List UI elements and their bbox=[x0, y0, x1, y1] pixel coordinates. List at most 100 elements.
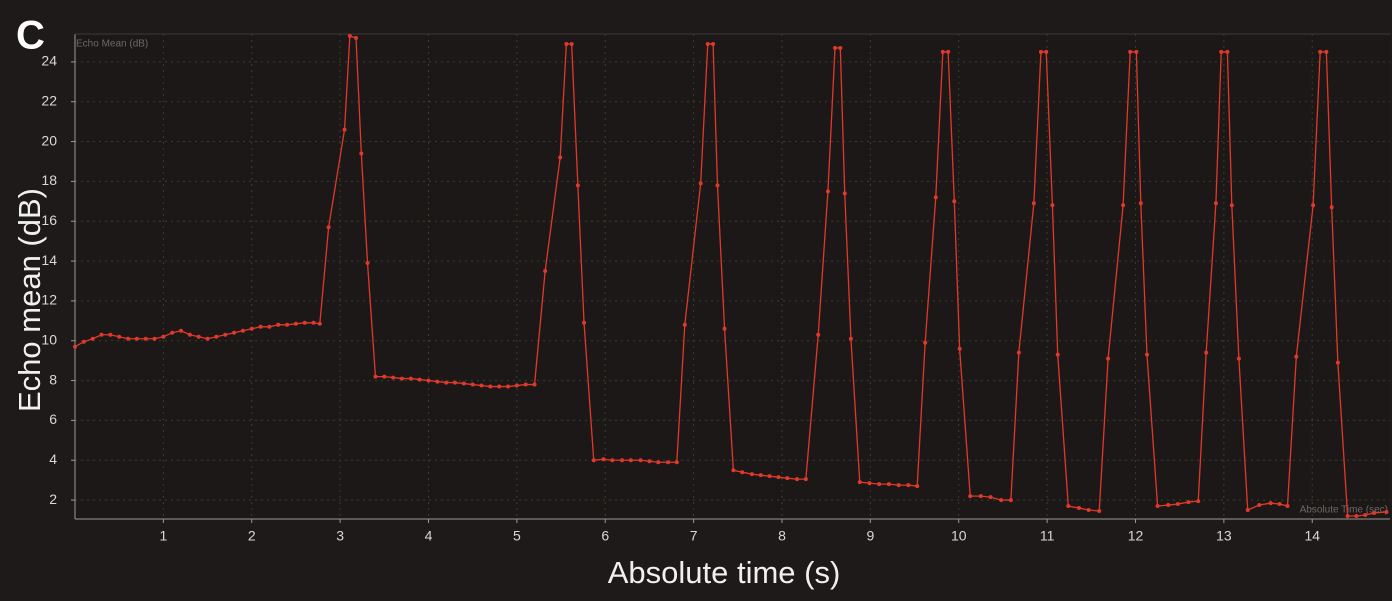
data-point bbox=[698, 181, 703, 186]
data-point bbox=[825, 189, 830, 194]
y-tick-label: 4 bbox=[49, 451, 57, 467]
data-point bbox=[196, 334, 201, 339]
data-point bbox=[877, 482, 882, 487]
data-point bbox=[968, 494, 973, 499]
data-point bbox=[506, 384, 511, 389]
data-point bbox=[214, 334, 219, 339]
data-point bbox=[497, 384, 502, 389]
data-point bbox=[1166, 503, 1171, 508]
data-point bbox=[731, 468, 736, 473]
data-point bbox=[1121, 203, 1126, 208]
data-point bbox=[795, 477, 800, 482]
data-point bbox=[1294, 354, 1299, 359]
data-point bbox=[1008, 498, 1013, 503]
data-point bbox=[143, 336, 148, 341]
data-point bbox=[391, 375, 396, 380]
data-point bbox=[126, 336, 131, 341]
data-point bbox=[170, 330, 175, 335]
y-tick-label: 22 bbox=[41, 92, 57, 108]
data-point bbox=[1050, 203, 1055, 208]
data-point bbox=[674, 460, 679, 465]
data-point bbox=[285, 322, 290, 327]
data-point bbox=[705, 41, 710, 46]
x-axis-title: Absolute time (s) bbox=[608, 555, 841, 590]
data-point bbox=[906, 483, 911, 488]
data-point bbox=[665, 460, 670, 465]
data-point bbox=[326, 225, 331, 230]
data-point bbox=[1066, 504, 1071, 509]
y-tick-label: 8 bbox=[49, 371, 57, 387]
data-point bbox=[620, 458, 625, 463]
data-point bbox=[558, 155, 563, 160]
data-point bbox=[601, 457, 606, 462]
data-point bbox=[1318, 49, 1323, 54]
data-point bbox=[999, 498, 1004, 503]
data-point bbox=[1175, 502, 1180, 507]
data-point bbox=[575, 183, 580, 188]
data-point bbox=[758, 473, 763, 478]
x-tick-label: 5 bbox=[513, 528, 521, 544]
data-point bbox=[564, 41, 569, 46]
data-point bbox=[1106, 356, 1111, 361]
data-point bbox=[803, 477, 808, 482]
data-point bbox=[1372, 511, 1377, 516]
data-point bbox=[1038, 49, 1043, 54]
x-tick-label: 3 bbox=[336, 528, 344, 544]
x-tick-label: 4 bbox=[425, 528, 433, 544]
data-point bbox=[1044, 49, 1049, 54]
y-tick-label: 14 bbox=[41, 252, 57, 268]
data-point bbox=[1285, 504, 1290, 509]
data-point bbox=[258, 324, 263, 329]
data-point bbox=[1196, 499, 1201, 504]
plot-area bbox=[75, 34, 1390, 519]
data-point bbox=[267, 324, 272, 329]
data-point bbox=[179, 328, 184, 333]
data-point bbox=[1311, 203, 1316, 208]
data-point bbox=[354, 35, 359, 40]
data-point bbox=[715, 183, 720, 188]
data-point bbox=[923, 340, 928, 345]
data-point bbox=[232, 330, 237, 335]
data-point bbox=[1354, 514, 1359, 519]
y-tick-label: 18 bbox=[41, 172, 57, 188]
data-point bbox=[444, 380, 449, 385]
data-point bbox=[1236, 356, 1241, 361]
data-point bbox=[1086, 508, 1091, 513]
data-point bbox=[842, 191, 847, 196]
data-point bbox=[461, 381, 466, 386]
x-tick-label: 8 bbox=[778, 528, 786, 544]
data-point bbox=[952, 199, 957, 204]
data-point bbox=[117, 334, 122, 339]
data-point bbox=[1268, 501, 1273, 506]
data-point bbox=[90, 336, 95, 341]
data-point bbox=[249, 326, 254, 331]
data-point bbox=[543, 269, 548, 274]
data-point bbox=[435, 379, 440, 384]
data-point bbox=[532, 382, 537, 387]
data-point bbox=[1329, 205, 1334, 210]
data-point bbox=[514, 383, 519, 388]
data-point bbox=[1138, 201, 1143, 206]
data-point bbox=[940, 49, 945, 54]
data-point bbox=[610, 458, 615, 463]
data-point bbox=[1324, 49, 1329, 54]
data-point bbox=[479, 383, 484, 388]
data-point bbox=[896, 483, 901, 488]
data-point bbox=[302, 320, 307, 325]
x-tick-label: 12 bbox=[1128, 528, 1144, 544]
data-point bbox=[1134, 49, 1139, 54]
x-tick-label: 11 bbox=[1040, 528, 1055, 544]
data-point bbox=[776, 475, 781, 480]
data-point bbox=[591, 458, 596, 463]
data-point bbox=[152, 336, 157, 341]
data-point bbox=[382, 374, 387, 379]
data-point bbox=[946, 49, 951, 54]
data-point bbox=[1277, 502, 1282, 507]
data-point bbox=[682, 322, 687, 327]
data-point bbox=[1213, 201, 1218, 206]
data-point bbox=[317, 321, 322, 326]
data-point bbox=[848, 336, 853, 341]
data-point bbox=[470, 382, 475, 387]
data-point bbox=[933, 195, 938, 200]
